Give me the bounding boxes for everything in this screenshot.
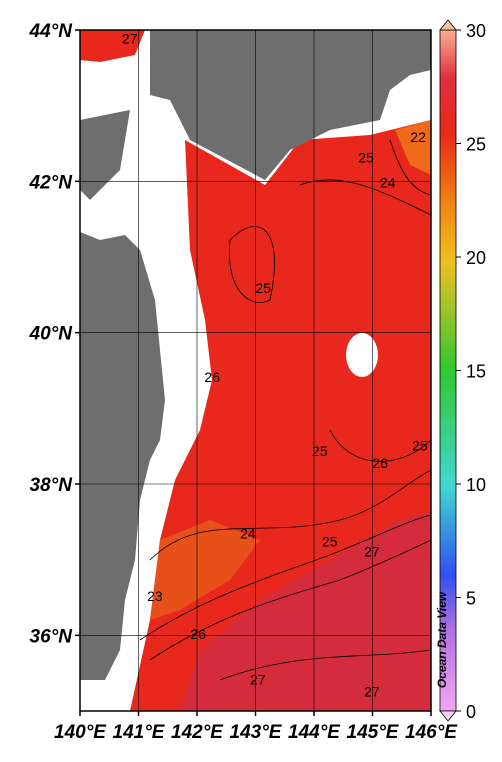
cool-zone [150, 520, 260, 620]
y-tick-label: 44°N [29, 21, 74, 42]
colorbar-label: 5 [466, 589, 476, 609]
contour-label: 25 [255, 280, 271, 296]
watermark: Ocean Data View [435, 591, 449, 688]
contour-labels: 27 22 25 24 25 26 25 26 25 24 25 27 23 26 27 27 [122, 31, 428, 700]
warm-zone [180, 510, 431, 711]
contour-label: 26 [204, 369, 220, 385]
colorbar-label: 20 [466, 248, 486, 268]
x-tick-label: 144°E [288, 722, 341, 743]
y-tick-label: 38°N [30, 475, 74, 496]
contours [139, 139, 431, 681]
colorbar-label: 30 [466, 21, 486, 41]
x-tick-label: 146°E [405, 722, 458, 743]
x-tick-label: 145°E [347, 722, 400, 743]
contour-label: 27 [250, 671, 266, 687]
x-tick-label: 140°E [54, 722, 107, 743]
land [80, 232, 165, 680]
land [150, 30, 431, 180]
y-tick-label: 36°N [30, 626, 74, 647]
colorbar-cap [439, 19, 457, 31]
contour-label: 24 [380, 174, 396, 190]
contour-label: 22 [410, 129, 426, 145]
colorbar-label: 25 [466, 135, 486, 155]
y-tick-label: 40°N [29, 324, 74, 345]
colorbar-cap [439, 710, 457, 722]
contour-label: 26 [190, 626, 206, 642]
no-data [346, 333, 378, 377]
colorbar-label: 15 [466, 362, 486, 382]
x-tick-label: 142°E [171, 722, 224, 743]
y-tick-label: 42°N [29, 172, 74, 193]
contour-label: 27 [122, 31, 138, 47]
cool-zone [395, 120, 431, 175]
x-tick-label: 143°E [230, 722, 283, 743]
contour-label: 25 [322, 534, 338, 550]
colorbar-label: 0 [466, 702, 476, 722]
contour-label: 23 [147, 588, 163, 604]
contour-label: 25 [412, 438, 428, 454]
land [80, 110, 130, 200]
contour-label: 25 [358, 149, 374, 165]
contour-label: 24 [240, 525, 256, 541]
ocean-field [80, 30, 145, 62]
x-tick-label: 141°E [113, 722, 166, 743]
contour-label: 27 [364, 544, 380, 560]
contour-label: 26 [372, 455, 388, 471]
colorbar-label: 10 [466, 475, 486, 495]
contour-label: 27 [364, 684, 380, 700]
contour-label: 25 [312, 443, 328, 459]
